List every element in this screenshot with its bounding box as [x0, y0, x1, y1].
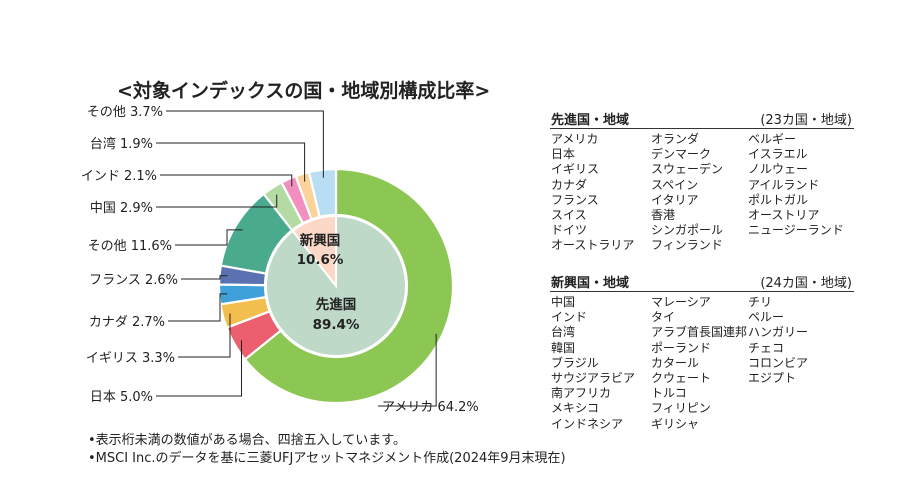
- country-name: フランス: [551, 192, 599, 207]
- footnote: •表示桁未満の数値がある場合、四捨五入しています。: [88, 433, 406, 448]
- developed-column: ベルギー イスラエル ノルウェー アイルランド ポルトガル オーストリア ニュージーランド: [748, 132, 858, 238]
- country-name: 韓国: [551, 340, 576, 355]
- slice-label: 台湾 1.9%: [90, 136, 153, 152]
- emerging-panel: 新興国・地域 (24カ国・地域) 中国 インド 台湾 韓国 ブラジル サウジアラビア 南アフ…: [550, 271, 854, 431]
- country-name: ニュージーランド: [748, 223, 844, 238]
- developed-header: 先進国・地域 (23カ国・地域): [550, 108, 854, 129]
- country-name: アイルランド: [748, 177, 820, 192]
- country-name: シンガポール: [651, 223, 724, 238]
- country-name: ペルー: [748, 310, 785, 325]
- chart-title: <対象インデックスの国・地域別構成比率>: [117, 80, 491, 102]
- leader-line: [181, 275, 228, 280]
- emerging-column: マレーシア タイ アラブ首長国連邦 ポーランド カタール クウェート トルコ フィリピン ギリシ…: [651, 295, 761, 432]
- country-name: インドネシア: [551, 416, 624, 431]
- country-name: クウェート: [651, 371, 712, 386]
- country-name: アラブ首長国連邦: [651, 325, 748, 340]
- inner-label: 新興国: [300, 232, 341, 249]
- footnotes: •表示桁未満の数値がある場合、四捨五入しています。 •MSCI Inc.のデータ…: [88, 432, 566, 468]
- country-name: ノルウェー: [748, 162, 809, 177]
- country-name: チェコ: [748, 340, 785, 355]
- slice-label: アメリカ 64.2%: [382, 400, 479, 415]
- country-name: カタール: [651, 355, 700, 370]
- country-name: 日本: [551, 147, 576, 162]
- country-name: トルコ: [651, 386, 687, 401]
- country-name: イスラエル: [748, 147, 808, 162]
- country-name: インド: [551, 310, 588, 325]
- country-name: 台湾: [551, 325, 576, 340]
- slice-label: カナダ 2.7%: [89, 315, 165, 330]
- leader-line: [166, 110, 324, 178]
- leader-line: [156, 340, 242, 397]
- country-name: サウジアラビア: [551, 371, 636, 386]
- country-name: イギリス: [551, 162, 600, 177]
- inner-value: 89.4%: [313, 317, 360, 333]
- leader-line: [378, 333, 437, 407]
- emerging-title: 新興国・地域: [551, 276, 630, 291]
- country-name: イタリア: [651, 192, 699, 207]
- country-name: オーストラリア: [551, 238, 635, 253]
- country-name: スウェーデン: [651, 162, 724, 177]
- slice-label: インド 2.1%: [81, 169, 157, 184]
- developed-column: オランダ デンマーク スウェーデン スペイン イタリア 香港 シンガポール フィンランド: [651, 132, 761, 254]
- country-name: 中国: [551, 295, 576, 309]
- country-name: アメリカ: [551, 132, 599, 146]
- leader-line: [178, 313, 231, 358]
- leader-line: [156, 142, 306, 182]
- country-name: フィンランド: [651, 238, 723, 253]
- country-name: ベルギー: [748, 132, 797, 146]
- footnote: •MSCI Inc.のデータを基に三菱UFJアセットマネジメント作成(2024年…: [88, 451, 566, 466]
- country-name: タイ: [651, 310, 676, 325]
- leader-line: [156, 194, 278, 208]
- country-name: ギリシャ: [651, 416, 700, 431]
- country-name: マレーシア: [651, 295, 711, 309]
- country-name: コロンビア: [748, 355, 809, 370]
- inner-value: 10.6%: [297, 252, 344, 268]
- emerging-count: (24カ国・地域): [760, 276, 852, 291]
- country-name: 香港: [651, 208, 676, 223]
- leader-line: [160, 174, 293, 187]
- country-name: オランダ: [651, 132, 700, 146]
- inner-slice: [291, 214, 337, 289]
- emerging-column: 中国 インド 台湾 韓国 ブラジル サウジアラビア 南アフリカ メキシコ インドネシア: [551, 295, 661, 432]
- developed-count: (23カ国・地域): [760, 113, 852, 128]
- slice-label: 日本 5.0%: [90, 390, 153, 405]
- country-name: チリ: [748, 295, 773, 309]
- slice-label: イギリス 3.3%: [86, 351, 175, 366]
- developed-panel: 先進国・地域 (23カ国・地域) アメリカ 日本 イギリス カナダ フランス スイス ドイツ…: [550, 108, 854, 252]
- country-name: スペイン: [651, 177, 699, 192]
- slice-label: その他 11.6%: [88, 239, 172, 254]
- country-name: ポーランド: [651, 340, 712, 355]
- country-name: カナダ: [551, 177, 588, 192]
- developed-title: 先進国・地域: [551, 113, 630, 128]
- country-name: エジプト: [748, 371, 797, 386]
- country-name: ポルトガル: [748, 192, 809, 207]
- country-name: デンマーク: [651, 147, 712, 162]
- emerging-column: チリ ペルー ハンガリー チェコ コロンビア エジプト: [748, 295, 858, 386]
- country-name: オーストリア: [748, 208, 820, 223]
- leader-line: [168, 293, 228, 322]
- slice-label: フランス 2.6%: [89, 273, 178, 288]
- country-name: ハンガリー: [748, 325, 809, 340]
- slice-label: 中国 2.9%: [90, 201, 153, 216]
- leader-line: [175, 229, 243, 246]
- country-name: メキシコ: [551, 401, 600, 416]
- country-name: ドイツ: [551, 223, 588, 238]
- inner-label: 先進国: [316, 296, 357, 313]
- developed-column: アメリカ 日本 イギリス カナダ フランス スイス ドイツ オーストラリア: [551, 132, 661, 254]
- country-name: 南アフリカ: [551, 386, 612, 401]
- slice-label: その他 3.7%: [87, 105, 163, 120]
- emerging-header: 新興国・地域 (24カ国・地域): [550, 271, 854, 292]
- country-name: スイス: [551, 208, 587, 223]
- country-name: ブラジル: [551, 355, 599, 370]
- country-name: フィリピン: [651, 401, 711, 416]
